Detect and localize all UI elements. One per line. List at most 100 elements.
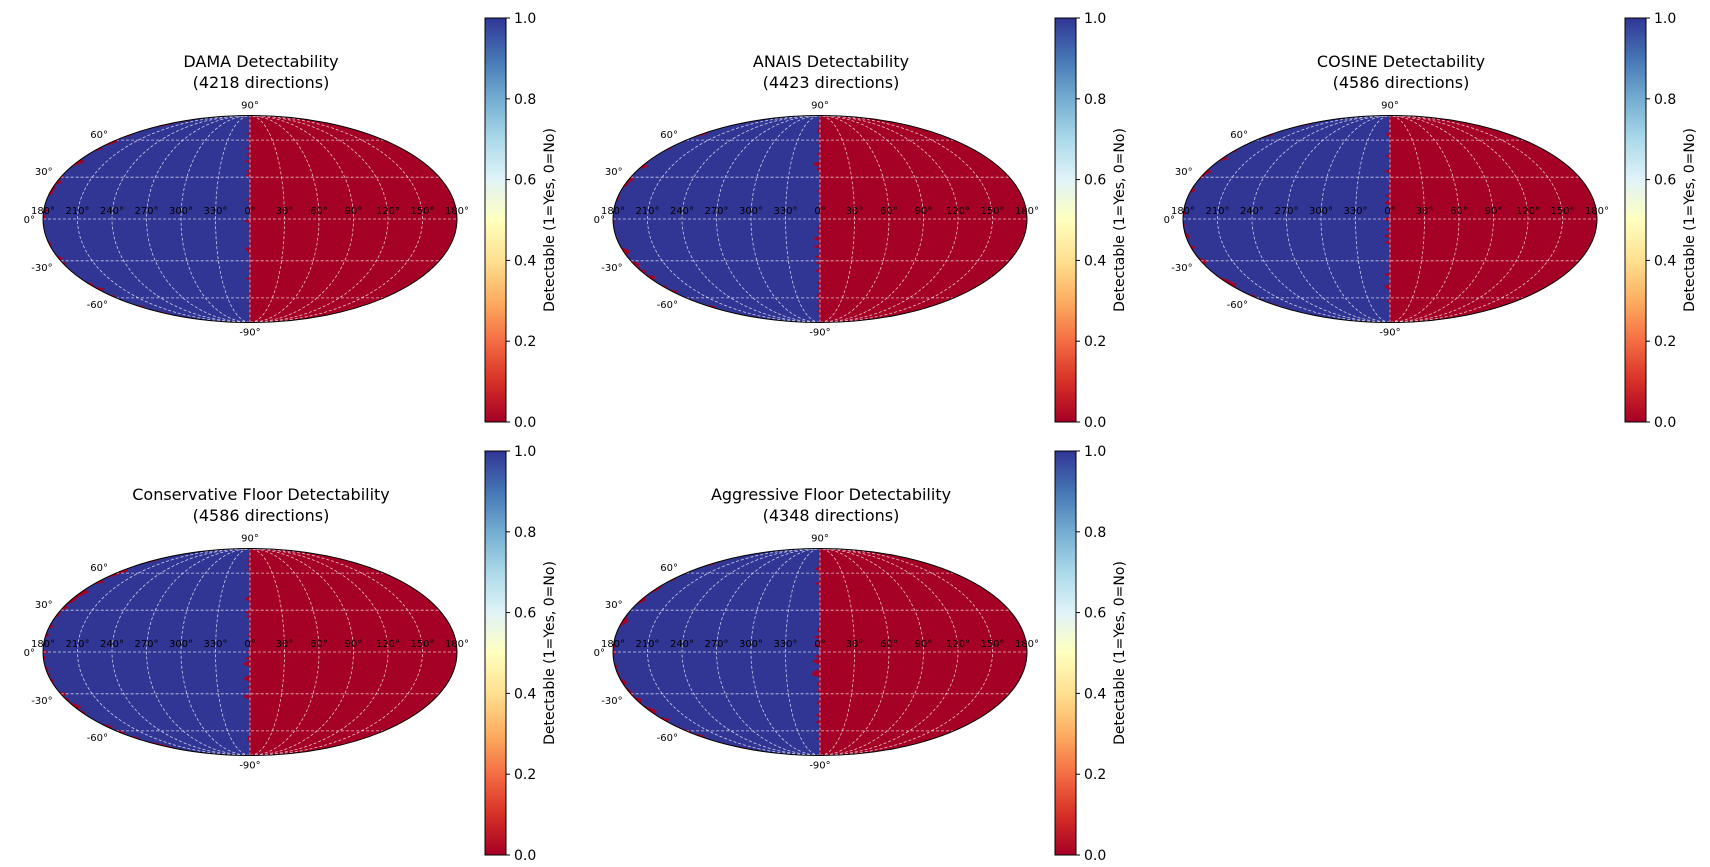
graticule xyxy=(1183,115,1597,323)
map-outline xyxy=(612,115,1028,323)
lon-tick-label: 90° xyxy=(915,639,933,650)
lon-tick-label: 330° xyxy=(203,206,227,217)
lat-tick-label: -30° xyxy=(601,263,622,274)
lon-tick-label: 60° xyxy=(880,639,898,650)
lat-tick-label: 60° xyxy=(1230,130,1248,141)
colorbar-tick-label: 0.6 xyxy=(514,173,536,189)
lon-tick-label: 210° xyxy=(65,206,89,217)
lon-tick-label: 60° xyxy=(310,206,328,217)
panel-anais: 180° 210° 240° 270° 300° 330° 0° 30° 60° 90° 120° 1… xyxy=(581,0,1151,433)
graticule xyxy=(43,548,457,756)
lat-tick-label: -60° xyxy=(657,733,678,744)
lon-tick-label: 210° xyxy=(635,639,659,650)
map-outline xyxy=(42,548,458,756)
map-outline xyxy=(612,548,1028,756)
lat-tick-label: -60° xyxy=(657,300,678,311)
lon-tick-label: 180° xyxy=(601,206,625,217)
panel-title: Aggressive Floor Detectability (4348 dir… xyxy=(613,484,1049,526)
lon-tick-label: 240° xyxy=(100,206,124,217)
lon-tick-label: 330° xyxy=(1343,206,1367,217)
lat-tick-label: 90° xyxy=(241,534,259,545)
lon-tick-label: 0° xyxy=(244,206,255,217)
lon-tick-label: 60° xyxy=(310,639,328,650)
lon-tick-label: 180° xyxy=(445,206,469,217)
colorbar: 0.0 0.2 0.4 0.6 0.8 1.0 Detectable (1=Yes, 0=N… xyxy=(484,11,558,431)
lat-tick-label: 0° xyxy=(24,215,35,226)
mollweide-map: 180° 210° 240° 270° 300° 330° 0° 30° 60° 90° 120° 1… xyxy=(594,444,1128,864)
colorbar: 0.0 0.2 0.4 0.6 0.8 1.0 Detectable (1=Yes, 0=N… xyxy=(1624,11,1698,431)
colorbar-tick-label: 0.2 xyxy=(1084,334,1106,350)
lon-tick-label: 150° xyxy=(410,639,434,650)
lon-tick-label: 30° xyxy=(846,639,864,650)
panel-title: COSINE Detectability (4586 directions) xyxy=(1183,51,1619,93)
panel-title-text: DAMA Detectability xyxy=(183,52,339,71)
lat-tick-label: 0° xyxy=(594,215,605,226)
colorbar-gradient xyxy=(484,17,507,423)
meridian-line xyxy=(681,115,821,323)
lon-tick-label: 150° xyxy=(980,206,1004,217)
lat-tick-label: -90° xyxy=(809,761,830,772)
lon-tick-label: 180° xyxy=(1171,206,1195,217)
colorbar-tick-label: 0.4 xyxy=(514,686,536,702)
colorbar-tick-label: 0.8 xyxy=(514,525,536,541)
lat-tick-label: -60° xyxy=(87,300,108,311)
lon-tick-label: 240° xyxy=(1240,206,1264,217)
colorbar-label: Detectable (1=Yes, 0=No) xyxy=(1682,128,1698,312)
colorbar-label: Detectable (1=Yes, 0=No) xyxy=(1112,128,1128,312)
panel-cosine: 180° 210° 240° 270° 300° 330° 0° 30° 60° 90° 120° 1… xyxy=(1151,0,1710,433)
lat-tick-label: 30° xyxy=(605,600,623,611)
panel-title-text: Conservative Floor Detectability xyxy=(132,485,390,504)
colorbar-tick-label: 0.8 xyxy=(514,92,536,108)
lon-tick-label: 300° xyxy=(739,639,763,650)
lon-tick-label: 120° xyxy=(946,639,970,650)
graticule xyxy=(43,115,457,323)
colorbar-gradient xyxy=(1054,450,1077,856)
lat-tick-label: 60° xyxy=(660,563,678,574)
colorbar-tick-label: 0.4 xyxy=(514,253,536,269)
colorbar-tick-label: 0.0 xyxy=(1084,848,1106,864)
panel-conservative-floor: 180° 210° 240° 270° 300° 330° 0° 30° 60° 90° 120° 1… xyxy=(11,433,581,866)
lon-tick-label: 240° xyxy=(100,639,124,650)
lon-tick-label: 180° xyxy=(1015,206,1039,217)
colorbar-label: Detectable (1=Yes, 0=No) xyxy=(542,128,558,312)
lon-tick-label: 150° xyxy=(410,206,434,217)
colorbar-gradient xyxy=(1624,17,1647,423)
lon-tick-label: 150° xyxy=(1550,206,1574,217)
panel-title-text: Aggressive Floor Detectability xyxy=(710,485,952,504)
panel-title: Conservative Floor Detectability (4586 d… xyxy=(43,484,479,526)
lat-tick-label: 90° xyxy=(811,101,829,112)
colorbar-tick-label: 0.0 xyxy=(514,415,536,431)
lon-tick-label: 30° xyxy=(846,206,864,217)
lat-tick-label: -30° xyxy=(601,696,622,707)
colorbar-tick-label: 0.0 xyxy=(514,848,536,864)
lat-tick-label: 60° xyxy=(660,130,678,141)
colorbar-tick-label: 1.0 xyxy=(1084,11,1106,27)
lon-tick-label: 120° xyxy=(946,206,970,217)
panel-aggressive-floor: 180° 210° 240° 270° 300° 330° 0° 30° 60° 90° 120° 1… xyxy=(581,433,1151,866)
lat-tick-label: 90° xyxy=(811,534,829,545)
colorbar-tick-label: 1.0 xyxy=(514,11,536,27)
colorbar-tick-label: 0.6 xyxy=(1084,606,1106,622)
lon-tick-label: 150° xyxy=(980,639,1004,650)
lon-tick-label: 90° xyxy=(345,206,363,217)
map-outline xyxy=(42,115,458,323)
lon-tick-label: 0° xyxy=(814,206,825,217)
lat-tick-label: -30° xyxy=(31,696,52,707)
lat-tick-label: 0° xyxy=(1164,215,1175,226)
colorbar-tick-label: 0.4 xyxy=(1084,253,1106,269)
lat-tick-label: -30° xyxy=(1171,263,1192,274)
colorbar: 0.0 0.2 0.4 0.6 0.8 1.0 Detectable (1=Yes, 0=N… xyxy=(484,444,558,864)
mollweide-map: 180° 210° 240° 270° 300° 330° 0° 30° 60° 90° 120° 1… xyxy=(594,11,1128,431)
colorbar-gradient xyxy=(484,450,507,856)
colorbar-tick-label: 1.0 xyxy=(514,444,536,460)
lon-tick-label: 30° xyxy=(276,206,294,217)
panel-title-text: ANAIS Detectability xyxy=(752,52,910,71)
lon-tick-label: 240° xyxy=(670,206,694,217)
mollweide-map: 180° 210° 240° 270° 300° 330° 0° 30° 60° 90° 120° 1… xyxy=(24,444,558,864)
lat-tick-label: -90° xyxy=(239,761,260,772)
lat-tick-label: 60° xyxy=(90,130,108,141)
colorbar-tick-label: 0.6 xyxy=(1654,173,1676,189)
colorbar-tick-label: 1.0 xyxy=(1654,11,1676,27)
lon-tick-label: 90° xyxy=(915,206,933,217)
